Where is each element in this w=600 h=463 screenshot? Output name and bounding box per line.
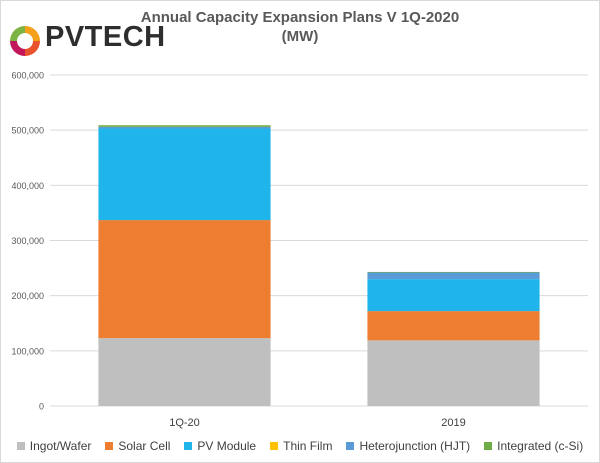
bar-segment-ingot-wafer (367, 340, 540, 406)
x-tick-label: 1Q-20 (169, 417, 200, 429)
legend-label: Thin Film (283, 439, 333, 453)
y-tick-label: 300,000 (11, 236, 44, 246)
legend-label: Integrated (c-Si) (497, 439, 584, 453)
y-tick-label: 200,000 (11, 291, 44, 301)
legend-item: PV Module (184, 437, 256, 455)
pvtech-logo: PVTECH (8, 18, 165, 62)
legend-item: Thin Film (270, 437, 332, 455)
y-tick-label: 500,000 (11, 126, 44, 136)
bar-segment-integrated (367, 271, 540, 273)
legend-swatch (105, 442, 114, 450)
legend-swatch (346, 442, 355, 450)
legend-label: Ingot/Wafer (29, 439, 92, 453)
legend-label: Solar Cell (118, 439, 171, 453)
y-tick-label: 600,000 (11, 71, 44, 81)
bar-segment-ingot-wafer (98, 338, 271, 406)
legend-swatch (270, 442, 279, 450)
legend-swatch (484, 442, 493, 450)
legend-item: Heterojunction (HJT) (346, 437, 470, 455)
bar-segment-hjt (98, 126, 271, 129)
y-tick-label: 0 (39, 402, 44, 412)
pvtech-logo-icon (10, 26, 40, 56)
x-tick-label: 2019 (441, 417, 465, 429)
chart-title: Annual Capacity Expansion Plans V 1Q-202… (140, 9, 460, 26)
y-axis-ticks: 0 100,000 200,000 300,000 400,000 500,000 600,… (11, 71, 44, 412)
legend-item: Integrated (c-Si) (484, 437, 583, 455)
y-tick-label: 100,000 (11, 346, 44, 356)
bar-segment-pv-module (367, 279, 540, 312)
legend-label: Heterojunction (HJT) (359, 439, 471, 453)
legend: Ingot/Wafer Solar Cell PV Module Thin Film H… (0, 437, 600, 455)
legend-swatch (16, 442, 25, 450)
logo-wordmark: PVTECH (45, 21, 166, 53)
bar-segment-integrated (98, 125, 271, 127)
chart-subtitle: (MW) (281, 28, 319, 45)
y-tick-label: 400,000 (11, 181, 44, 191)
bar-segment-solar-cell (98, 220, 271, 339)
bar-segment-hjt (367, 272, 540, 280)
bar-segment-solar-cell (367, 311, 540, 341)
legend-item: Ingot/Wafer (16, 437, 92, 455)
bars (98, 125, 540, 406)
legend-swatch (184, 442, 193, 450)
legend-label: PV Module (197, 439, 257, 453)
bar-segment-pv-module (98, 128, 271, 221)
x-axis-ticks: 1Q-20 2019 (169, 417, 466, 429)
legend-item: Solar Cell (105, 437, 170, 455)
